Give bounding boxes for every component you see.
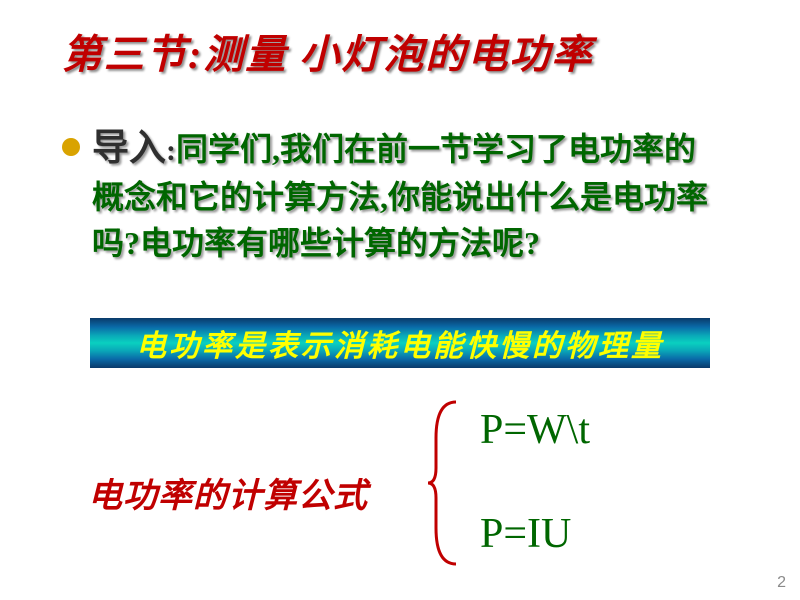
banner-text: 电功率是表示消耗电能快慢的物理量 xyxy=(136,321,664,365)
definition-banner: 电功率是表示消耗电能快慢的物理量 xyxy=(90,318,710,368)
formula-label: 电功率的计算公式 xyxy=(88,468,368,517)
lead-word: 导入 xyxy=(92,128,166,169)
formula-1: P=W\t xyxy=(480,406,590,454)
slide-title: 第三节:测量 小灯泡的电功率 xyxy=(62,22,593,80)
slide: 第三节:测量 小灯泡的电功率 导入:同学们,我们在前一节学习了电功率的概念和它的… xyxy=(0,0,800,600)
banner-background: 电功率是表示消耗电能快慢的物理量 xyxy=(90,318,710,368)
lead-colon: : xyxy=(166,134,176,167)
intro-paragraph: 导入:同学们,我们在前一节学习了电功率的概念和它的计算方法,你能说出什么是电功率… xyxy=(92,126,722,266)
formula-2: P=IU xyxy=(480,510,571,558)
brace-icon xyxy=(426,398,466,568)
page-number: 2 xyxy=(777,574,786,592)
bullet-icon xyxy=(62,138,80,156)
intro-body: 同学们,我们在前一节学习了电功率的概念和它的计算方法,你能说出什么是电功率吗?电… xyxy=(92,131,708,261)
